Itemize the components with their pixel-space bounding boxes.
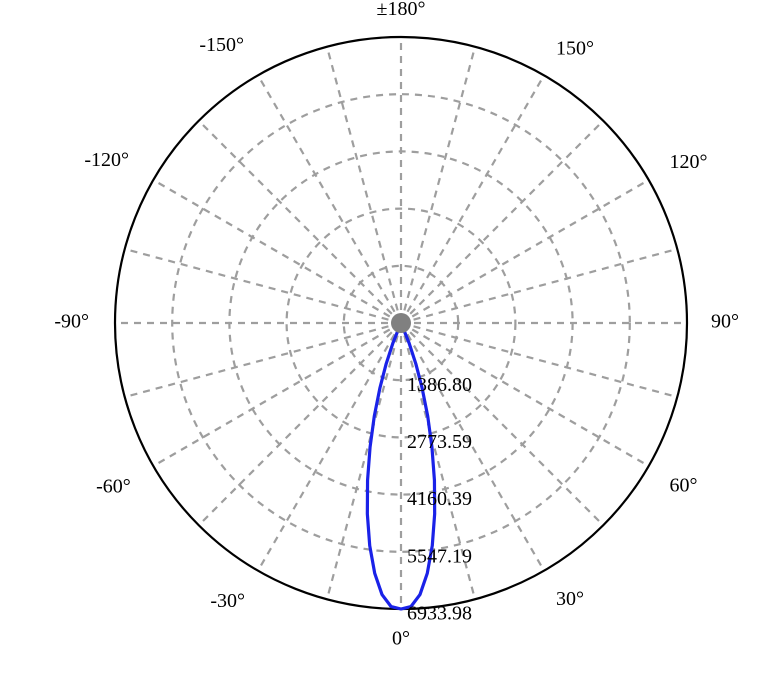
grid-spoke [327,47,401,323]
radial-labels: 1386.80 2773.59 4160.39 5547.19 6933.98 [407,374,472,625]
radial-label: 6933.98 [407,603,472,625]
angle-label: 60° [669,475,697,497]
angle-label: ±180° [377,0,426,20]
angle-label: 0° [392,628,410,650]
grid-spoke [401,180,649,323]
angle-label: 90° [711,311,739,333]
angle-label: -120° [84,149,129,171]
grid-spoke [199,323,401,525]
grid-spoke [153,180,401,323]
grid-spoke [125,249,401,323]
angle-label: 120° [669,151,707,173]
grid-spoke [153,323,401,466]
angle-label: -150° [199,34,244,56]
grid-spoke [401,75,544,323]
grid-spoke [125,323,401,397]
radial-label: 1386.80 [407,374,472,396]
angle-label: 150° [556,38,594,60]
grid-spoke [401,121,603,323]
angle-label: -60° [96,476,131,498]
grid-spoke [258,75,401,323]
radial-label: 2773.59 [407,431,472,453]
grid-spoke [401,47,475,323]
radial-label: 5547.19 [407,545,472,567]
center-dot [391,313,411,333]
angle-label: -30° [210,590,245,612]
grid-spoke [401,249,677,323]
grid-spoke [199,121,401,323]
radial-label: 4160.39 [407,488,472,510]
center-dot-circle [391,313,411,333]
angle-label: -90° [54,311,89,333]
grid-spoke [327,323,401,599]
polar-light-distribution-chart: 1386.80 2773.59 4160.39 5547.19 6933.98 ±180… [0,0,783,673]
grid-spoke [258,323,401,571]
angle-label: 30° [556,588,584,610]
